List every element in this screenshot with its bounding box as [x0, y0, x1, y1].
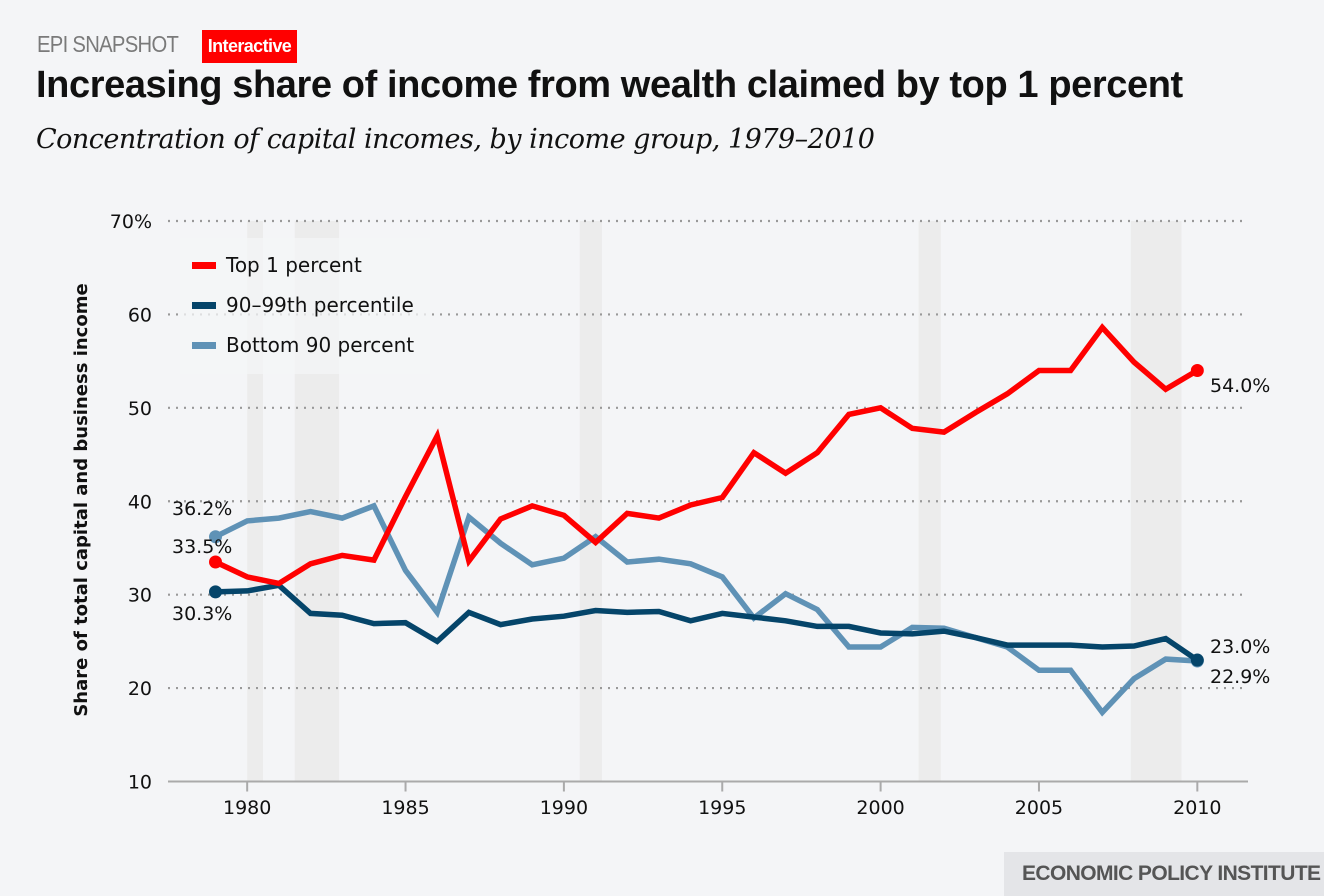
- end-label-mid: 23.0%: [1210, 636, 1270, 658]
- y-tick-label: 60: [128, 304, 152, 326]
- end-label-top1: 54.0%: [1210, 375, 1270, 397]
- chart-subtitle: Concentration of capital incomes, by inc…: [36, 124, 875, 155]
- x-tick-label: 1985: [381, 797, 429, 819]
- kicker-label: EPI SNAPSHOT: [37, 31, 179, 57]
- start-point-bottom90: [209, 530, 223, 544]
- legend-label-mid: 90–99th percentile: [226, 293, 414, 317]
- start-point-top1: [209, 555, 223, 569]
- start-point-mid: [209, 585, 223, 599]
- x-axis: 1980 1985 1990 1995 2000 2005 2010: [168, 780, 1248, 819]
- series-line-top1: [214, 323, 1199, 587]
- point-labels: 36.2% 33.5% 30.3% 54.0% 23.0% 22.9%: [172, 375, 1270, 688]
- series-line-mid: [215, 582, 1199, 663]
- legend-label-top1: Top 1 percent: [225, 253, 362, 277]
- legend-swatch-top1: [192, 262, 216, 269]
- start-label-mid: 30.3%: [172, 603, 232, 625]
- line-chart: 1980 1985 1990 1995 2000 2005 2010 70%60504030…: [71, 211, 1270, 819]
- interactive-badge[interactable]: Interactive: [202, 30, 297, 63]
- x-tick-label: 1990: [540, 797, 588, 819]
- legend: Top 1 percent 90–99th percentile Bottom 90…: [180, 238, 430, 374]
- x-tick-label: 1995: [698, 797, 746, 819]
- x-tick-label: 2005: [1015, 797, 1063, 819]
- legend-swatch-mid: [192, 302, 216, 309]
- y-axis-ticks: 70% 60 50 40 30 20 10: [110, 211, 152, 794]
- y-tick-label: 30: [128, 585, 152, 607]
- end-label-bottom90: 22.9%: [1210, 666, 1270, 688]
- y-tick-label: 70%: [110, 211, 152, 233]
- legend-swatch-bottom90: [192, 342, 216, 349]
- start-label-bottom90: 36.2%: [172, 498, 232, 520]
- chart-title: Increasing share of income from wealth c…: [36, 64, 1183, 106]
- series-lines: [209, 323, 1204, 717]
- recession-band: [1130, 221, 1182, 782]
- legend-label-bottom90: Bottom 90 percent: [226, 333, 414, 357]
- x-tick-label: 1980: [223, 797, 271, 819]
- start-label-top1: 33.5%: [172, 536, 232, 558]
- source-footer: ECONOMIC POLICY INSTITUTE: [1004, 852, 1324, 896]
- y-tick-label: 10: [128, 772, 152, 794]
- y-tick-label: 50: [128, 398, 152, 420]
- y-tick-label: 20: [128, 678, 152, 700]
- end-point-top1: [1190, 363, 1204, 377]
- end-point-mid: [1190, 653, 1204, 667]
- series-line-bottom90: [214, 502, 1198, 717]
- x-tick-label: 2010: [1173, 797, 1221, 819]
- recession-band: [579, 221, 602, 782]
- legend-background: [180, 238, 430, 374]
- y-tick-label: 40: [128, 491, 152, 513]
- x-tick-label: 2000: [856, 797, 904, 819]
- y-axis-label: Share of total capital and business inco…: [71, 283, 92, 716]
